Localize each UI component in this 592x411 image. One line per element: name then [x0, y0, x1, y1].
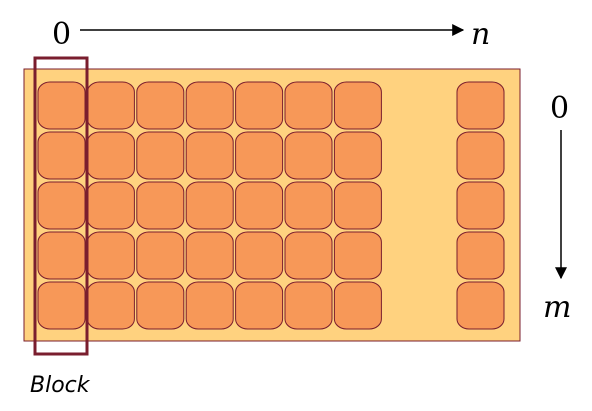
matrix-cell: [136, 181, 185, 230]
matrix-cell: [284, 131, 333, 180]
matrix-cell: [235, 131, 284, 180]
matrix-cell: [333, 231, 382, 280]
matrix-cell: [456, 181, 505, 230]
matrix-cell: [456, 81, 505, 130]
matrix-cell: [284, 81, 333, 130]
block-label: Block: [30, 373, 91, 398]
matrix-cell: [333, 181, 382, 230]
matrix-cell: [37, 131, 86, 180]
block-highlight: [33, 56, 89, 356]
matrix-cell: [185, 181, 234, 230]
matrix-cell: [185, 231, 234, 280]
matrix-cell: [284, 231, 333, 280]
matrix-cell: [284, 181, 333, 230]
matrix-cell: [185, 281, 234, 330]
matrix-cell: [333, 131, 382, 180]
matrix-cell: [37, 231, 86, 280]
matrix-cell: [37, 81, 86, 130]
matrix-cell: [37, 181, 86, 230]
matrix-cell: [185, 81, 234, 130]
matrix-cell: [235, 81, 284, 130]
matrix-cell: [86, 231, 135, 280]
matrix-cell: [86, 131, 135, 180]
matrix-cell: [86, 281, 135, 330]
matrix-cell: [86, 81, 135, 130]
matrix-cell: [235, 281, 284, 330]
matrix-cells: [37, 81, 505, 330]
matrix-cell: [86, 181, 135, 230]
matrix-cell: [136, 131, 185, 180]
matrix-cell: [235, 181, 284, 230]
matrix-cell: [333, 81, 382, 130]
matrix-cell: [333, 281, 382, 330]
matrix-cell: [456, 131, 505, 180]
x-axis-start-label: 0: [52, 17, 71, 52]
matrix-cell: [456, 281, 505, 330]
matrix-cell: [136, 231, 185, 280]
matrix-cell: [456, 231, 505, 280]
y-axis-end-label: m: [543, 290, 571, 325]
matrix-cell: [185, 131, 234, 180]
x-axis-end-label: n: [471, 17, 490, 52]
matrix-cell: [235, 231, 284, 280]
matrix-cell: [136, 281, 185, 330]
matrix-cell: [136, 81, 185, 130]
matrix-cell: [37, 281, 86, 330]
matrix-cell: [284, 281, 333, 330]
y-axis-start-label: 0: [550, 91, 569, 126]
